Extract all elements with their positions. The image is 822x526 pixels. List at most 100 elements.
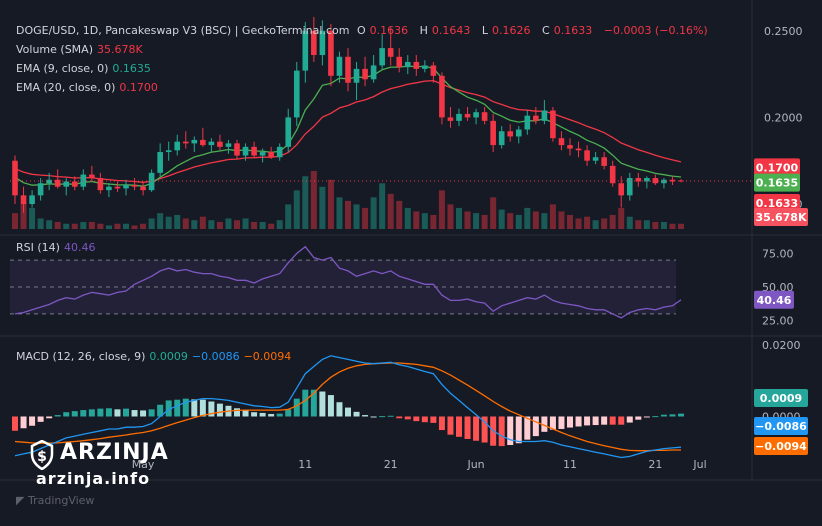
volume-bar: [404, 207, 411, 229]
time-axis-label: 21: [384, 458, 398, 471]
candle-body: [251, 146, 257, 156]
volume-bar: [515, 214, 522, 229]
volume-bar: [413, 211, 420, 229]
volume-bar: [362, 207, 369, 229]
macd-histogram-bar: [567, 416, 573, 428]
volume-bar: [421, 213, 428, 229]
candle-body: [114, 186, 121, 189]
macd-histogram-bar: [12, 416, 18, 431]
tradingview-attribution[interactable]: ◤ TradingView: [16, 494, 95, 507]
candle-body: [353, 68, 360, 83]
volume-bar: [97, 223, 104, 229]
candle-body: [328, 30, 334, 76]
candle-body: [601, 157, 607, 166]
candle-body: [174, 141, 181, 151]
ema9-legend[interactable]: EMA (9, close, 0) 0.1635: [16, 62, 151, 75]
macd-histogram-bar: [635, 416, 642, 420]
rsi-legend[interactable]: RSI (14) 40.46: [16, 241, 96, 254]
candle-body: [635, 178, 642, 182]
time-axis-label: 11: [298, 458, 312, 471]
macd-histogram-bar: [549, 416, 556, 430]
macd-histogram-bar: [652, 416, 659, 418]
candle-body: [541, 110, 548, 121]
candle-body: [481, 112, 488, 121]
candle-body: [626, 178, 633, 196]
price-legend: DOGE/USD, 1D, Pancakeswap V3 (BSC) | Gec…: [16, 24, 712, 38]
volume-bar: [567, 214, 573, 229]
candle-body: [558, 138, 565, 146]
macd-histogram-bar: [157, 404, 164, 417]
macd-histogram-bar: [242, 410, 249, 417]
svg-text:$: $: [37, 449, 47, 465]
volume-bar: [652, 221, 659, 229]
rsi-axis-label: 25.00: [762, 315, 794, 328]
macd-histogram-bar: [618, 416, 625, 425]
macd-histogram-bar: [464, 416, 471, 439]
volume-bar: [345, 200, 351, 229]
volume-bar: [473, 213, 480, 229]
candle-body: [217, 141, 223, 147]
candle-body: [490, 120, 496, 146]
macd-histogram-bar: [592, 416, 599, 426]
macd-histogram-bar: [601, 416, 608, 425]
ohlc-high: H 0.1643: [419, 24, 471, 37]
ohlc-low: L 0.1626: [481, 24, 531, 37]
volume-bar: [191, 220, 198, 229]
candle-body: [447, 117, 454, 121]
volume-bar: [643, 220, 650, 229]
macd-histogram-bar: [174, 399, 181, 417]
candle-body: [575, 148, 582, 151]
macd-histogram-bar: [191, 399, 198, 417]
rsi-line: [14, 245, 682, 319]
macd-histogram-bar: [80, 410, 87, 417]
macd-line-tag: −0.0086: [754, 417, 808, 435]
candle-body: [165, 150, 172, 153]
candle-body: [191, 139, 198, 144]
macd-histogram-bar: [54, 415, 61, 417]
candle-body: [97, 178, 104, 191]
volume-tag-text: 35.678K: [756, 211, 807, 224]
volume-bar: [490, 197, 497, 229]
macd-histogram-bar: [379, 416, 386, 418]
price-axis-label: 0.2500: [764, 25, 803, 38]
price-tag-bg: [754, 193, 800, 212]
volume-bar: [438, 190, 445, 229]
price-tag-text: 0.1700: [756, 161, 799, 174]
volume-bar: [208, 220, 215, 229]
volume-bar: [498, 209, 505, 229]
candle-body: [507, 131, 514, 137]
brand-watermark: $ ARZINJA arzinja.info: [30, 440, 169, 488]
macd-histogram-bar: [20, 416, 27, 429]
macd-histogram-bar: [413, 416, 420, 422]
macd-histogram-bar: [302, 389, 309, 417]
volume-bar: [46, 220, 53, 229]
rsi-axis-label: 50.00: [762, 281, 794, 294]
macd-histogram-bar: [276, 413, 283, 417]
macd-line: [14, 355, 682, 459]
macd-histogram-bar: [430, 416, 437, 423]
candle-body: [661, 179, 667, 184]
macd-histogram-bar: [336, 402, 343, 417]
candle-body: [567, 145, 573, 149]
macd-histogram-bar: [498, 416, 505, 447]
macd-histogram-bar: [396, 416, 403, 419]
price-tag-ema9: 0.1635: [754, 173, 800, 192]
macd-histogram-bar: [251, 412, 258, 417]
volume-bar: [123, 223, 129, 229]
ema20-legend[interactable]: EMA (20, close, 0) 0.1700: [16, 81, 158, 94]
candle-body: [609, 165, 616, 184]
volume-legend[interactable]: Volume (SMA) 35.678K: [16, 43, 143, 56]
macd-histogram-bar: [473, 416, 480, 441]
candle-body: [37, 183, 44, 196]
candle-body: [473, 112, 479, 118]
macd-legend[interactable]: MACD (12, 26, close, 9) 0.0009 −0.0086 −0.0…: [16, 350, 292, 363]
candle-body: [123, 184, 129, 189]
candle-body: [515, 129, 522, 137]
rsi-tag-text: 40.46: [757, 294, 792, 307]
macd-histogram-bar: [524, 416, 531, 440]
macd-histogram-bar: [259, 412, 266, 417]
macd-histogram-bar: [541, 416, 548, 432]
volume-tag-bg: [754, 208, 808, 226]
macd-histogram-bar: [353, 411, 360, 417]
